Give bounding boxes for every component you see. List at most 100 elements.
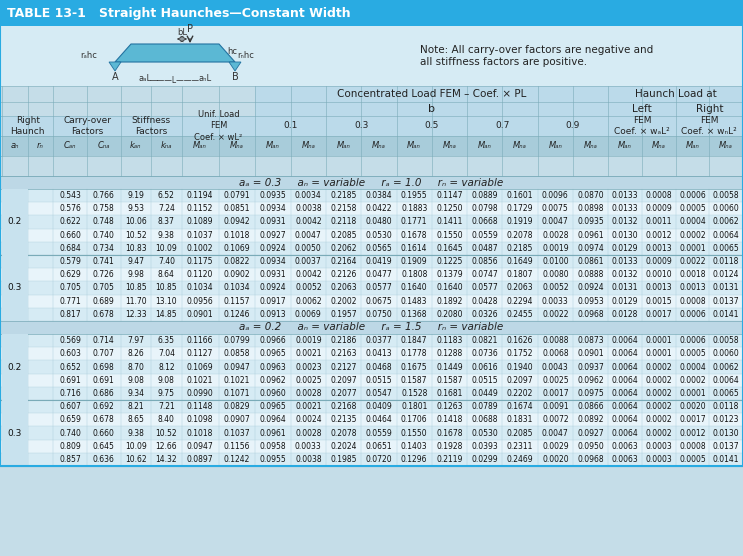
Text: 0.0068: 0.0068 <box>542 349 568 358</box>
Text: all stiffness factors are positive.: all stiffness factors are positive. <box>420 57 587 67</box>
Text: Concentrated Load FEM – Coef. × PL: Concentrated Load FEM – Coef. × PL <box>337 89 527 99</box>
Text: Left: Left <box>632 104 652 114</box>
Bar <box>0 242 743 255</box>
Text: 0.0075: 0.0075 <box>542 204 568 214</box>
Text: Mₙₐ: Mₙₐ <box>513 141 527 151</box>
Text: 0.0025: 0.0025 <box>295 376 322 385</box>
Bar <box>0 26 743 86</box>
Text: 0.0131: 0.0131 <box>713 284 739 292</box>
Text: 0.1157: 0.1157 <box>224 297 250 306</box>
Text: 0.6: 0.6 <box>9 349 21 358</box>
Text: 10.85: 10.85 <box>125 284 146 292</box>
Text: 0.0025: 0.0025 <box>542 376 568 385</box>
Text: 0.740: 0.740 <box>93 231 114 240</box>
Text: 0.0001: 0.0001 <box>679 389 706 398</box>
Text: 0.0651: 0.0651 <box>366 441 392 451</box>
Text: 0.734: 0.734 <box>93 244 114 253</box>
Text: 0.740: 0.740 <box>59 429 81 438</box>
Bar <box>609 116 675 136</box>
Text: 0.0873: 0.0873 <box>577 336 604 345</box>
Text: 0.0559: 0.0559 <box>471 231 498 240</box>
Text: 0.0002: 0.0002 <box>646 363 672 371</box>
Text: 9.47: 9.47 <box>128 257 144 266</box>
Text: 0.1778: 0.1778 <box>401 349 427 358</box>
Text: 0.0060: 0.0060 <box>713 204 739 214</box>
Text: 0.2202: 0.2202 <box>507 389 533 398</box>
Text: 9.34: 9.34 <box>128 389 144 398</box>
Text: 0.0062: 0.0062 <box>295 297 322 306</box>
Text: 0.2294: 0.2294 <box>507 297 533 306</box>
Text: 6.52: 6.52 <box>158 191 175 200</box>
Text: 0.0947: 0.0947 <box>186 441 213 451</box>
Text: 0.1681: 0.1681 <box>436 389 463 398</box>
Text: 11.70: 11.70 <box>125 297 146 306</box>
Text: 0.0019: 0.0019 <box>295 336 322 345</box>
Text: 0.1674: 0.1674 <box>507 402 533 411</box>
Text: 0.0001: 0.0001 <box>679 244 706 253</box>
Text: Mₙₐ: Mₙₐ <box>443 141 456 151</box>
Text: 0.0927: 0.0927 <box>577 429 604 438</box>
Text: FEM
Coef. × wₙL²: FEM Coef. × wₙL² <box>681 116 737 136</box>
Text: Mₙₐ: Mₙₐ <box>719 141 733 151</box>
Text: 0.1614: 0.1614 <box>401 244 427 253</box>
Text: 0.0065: 0.0065 <box>713 244 739 253</box>
Text: 0.0530: 0.0530 <box>471 429 498 438</box>
Text: 1.5: 1.5 <box>9 297 21 306</box>
Text: 9.38: 9.38 <box>158 231 175 240</box>
Text: 0.0384: 0.0384 <box>366 191 392 200</box>
Text: 0.1021: 0.1021 <box>224 376 250 385</box>
Text: 0.3: 0.3 <box>7 284 22 292</box>
Text: 0.0968: 0.0968 <box>577 455 604 464</box>
Text: 0.0013: 0.0013 <box>679 284 706 292</box>
Text: 0.0018: 0.0018 <box>679 270 706 279</box>
Text: 0.0750: 0.0750 <box>366 310 392 319</box>
Text: 0.0064: 0.0064 <box>611 389 638 398</box>
Bar <box>675 136 710 156</box>
Text: 0.0008: 0.0008 <box>646 191 672 200</box>
Text: 0.0042: 0.0042 <box>295 270 322 279</box>
Text: 0.0428: 0.0428 <box>472 297 498 306</box>
Text: 0.0131: 0.0131 <box>612 284 638 292</box>
Bar <box>467 116 538 136</box>
Text: 0.1166: 0.1166 <box>186 336 213 345</box>
Text: 0.0141: 0.0141 <box>713 310 739 319</box>
Text: 0.0133: 0.0133 <box>611 204 638 214</box>
Text: 0.0062: 0.0062 <box>713 217 739 226</box>
Text: 0.0898: 0.0898 <box>577 204 604 214</box>
Text: 0.1640: 0.1640 <box>401 284 427 292</box>
Text: 0.0547: 0.0547 <box>366 389 392 398</box>
Bar <box>0 308 743 321</box>
Text: 0.2127: 0.2127 <box>331 363 357 371</box>
Text: 0.1296: 0.1296 <box>401 455 427 464</box>
Text: 9.98: 9.98 <box>128 270 144 279</box>
Text: 6.35: 6.35 <box>158 336 175 345</box>
Bar <box>397 116 467 136</box>
Text: 0.1021: 0.1021 <box>187 376 213 385</box>
Text: 0.0002: 0.0002 <box>646 402 672 411</box>
Text: 0.766: 0.766 <box>93 191 114 200</box>
Text: 0.1940: 0.1940 <box>507 363 533 371</box>
Text: 0.1120: 0.1120 <box>187 270 213 279</box>
Text: 0.0901: 0.0901 <box>186 310 213 319</box>
Text: 7.24: 7.24 <box>158 204 175 214</box>
Text: 0.0011: 0.0011 <box>646 217 672 226</box>
Text: 0.1018: 0.1018 <box>224 231 250 240</box>
Text: 0.6: 0.6 <box>9 270 21 279</box>
Text: 0.0004: 0.0004 <box>679 363 706 371</box>
Text: 0.809: 0.809 <box>59 441 81 451</box>
Text: 10.06: 10.06 <box>125 217 147 226</box>
Text: 0.2085: 0.2085 <box>331 231 357 240</box>
Text: 0.1587: 0.1587 <box>401 376 427 385</box>
Bar <box>467 136 502 156</box>
Text: 0.0931: 0.0931 <box>260 217 286 226</box>
Text: 8.21: 8.21 <box>128 402 144 411</box>
Text: 0.1089: 0.1089 <box>186 217 213 226</box>
Text: aₐ = 0.2     aₙ = variable     rₐ = 1.5     rₙ = variable: aₐ = 0.2 aₙ = variable rₐ = 1.5 rₙ = var… <box>239 322 504 332</box>
Text: Cₐₙ: Cₐₙ <box>64 141 77 151</box>
Text: 0.7: 0.7 <box>496 122 510 131</box>
Polygon shape <box>229 62 241 71</box>
Text: Mₙₐ: Mₙₐ <box>652 141 666 151</box>
Text: 0.0017: 0.0017 <box>542 389 568 398</box>
Text: 0.0002: 0.0002 <box>679 376 706 385</box>
Text: 0.0935: 0.0935 <box>260 191 287 200</box>
